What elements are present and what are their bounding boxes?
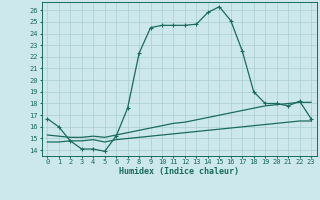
X-axis label: Humidex (Indice chaleur): Humidex (Indice chaleur) (119, 167, 239, 176)
